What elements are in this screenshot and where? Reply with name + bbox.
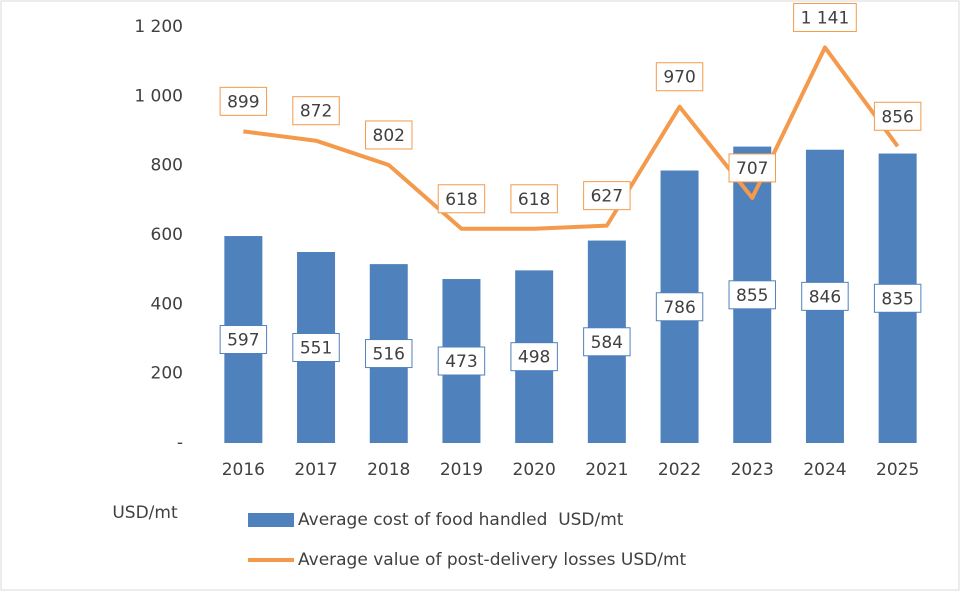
y-tick-label: 800 — [151, 156, 183, 176]
data-label: 786 — [663, 298, 695, 318]
x-tick-label: 2025 — [876, 460, 919, 480]
y-tick-label: 400 — [151, 294, 183, 314]
x-tick-label: 2020 — [513, 460, 556, 480]
data-label-box — [728, 153, 776, 183]
data-label: 516 — [373, 345, 405, 365]
line — [243, 45, 900, 231]
data-label-box — [219, 86, 268, 116]
data-label-box — [583, 327, 631, 357]
data-label: 856 — [881, 107, 913, 127]
legend-label: Average cost of food handled USD/mt — [298, 510, 624, 530]
y-tick-label: 600 — [151, 225, 183, 245]
data-label-box — [728, 280, 776, 310]
data-label-box — [801, 281, 849, 311]
data-label-box — [873, 283, 922, 313]
x-tick-label: 2022 — [658, 460, 701, 480]
data-label: 618 — [518, 190, 550, 210]
x-tick-label: 2017 — [294, 460, 337, 480]
data-label: 551 — [300, 338, 332, 358]
x-tick-label: 2023 — [731, 460, 774, 480]
data-label-box — [655, 292, 704, 322]
data-label: 899 — [227, 92, 259, 112]
data-label: 846 — [809, 287, 841, 307]
legend-swatch — [248, 513, 294, 527]
y-axis-label: USD/mt — [112, 503, 178, 523]
y-tick-label: 200 — [151, 364, 183, 384]
data-label: 498 — [518, 348, 550, 368]
data-label-box — [510, 184, 558, 214]
data-label: 597 — [227, 331, 259, 351]
data-label: 835 — [881, 289, 913, 309]
data-label-box — [292, 332, 340, 362]
data-label-box — [510, 342, 558, 372]
data-label-box — [655, 62, 704, 92]
data-label: 970 — [663, 68, 695, 88]
data-label: 872 — [300, 102, 332, 122]
data-label-box — [437, 184, 486, 214]
y-tick-label: - — [177, 433, 183, 453]
data-label-box — [873, 101, 922, 131]
y-tick-label: 1 200 — [134, 17, 183, 37]
data-label: 627 — [591, 187, 623, 207]
legend-label: Average value of post-delivery losses US… — [298, 550, 687, 570]
data-label: 473 — [445, 352, 477, 372]
data-label: 584 — [591, 333, 623, 353]
x-tick-label: 2019 — [440, 460, 483, 480]
data-label: 855 — [736, 286, 768, 306]
x-tick-label: 2021 — [585, 460, 628, 480]
data-label-box — [292, 96, 340, 126]
data-label-box — [793, 2, 857, 32]
data-label: 1 141 — [801, 8, 850, 28]
data-label: 802 — [373, 126, 405, 146]
data-label-box — [365, 339, 413, 369]
x-tick-label: 2018 — [367, 460, 410, 480]
data-label-box — [365, 120, 413, 150]
data-label-box — [437, 346, 486, 376]
data-label: 707 — [736, 159, 768, 179]
y-tick-label: 1 000 — [134, 86, 183, 106]
data-label: 618 — [445, 190, 477, 210]
x-tick-label: 2024 — [803, 460, 846, 480]
data-label-box — [219, 325, 268, 355]
x-tick-label: 2016 — [222, 460, 265, 480]
data-label-box — [583, 181, 631, 211]
